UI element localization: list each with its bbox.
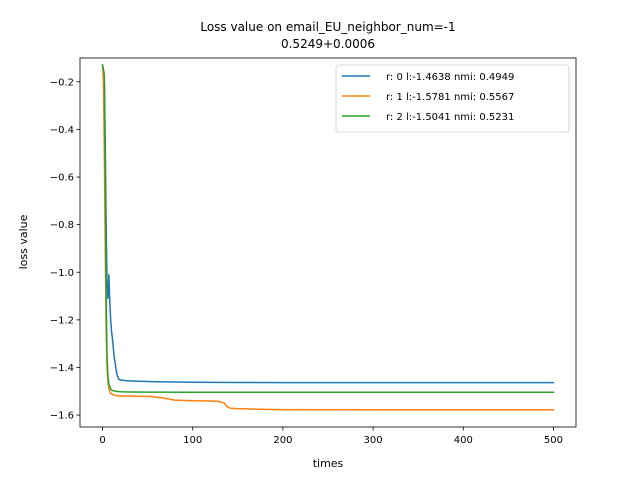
legend-box <box>335 64 570 133</box>
plot-frame <box>79 57 577 428</box>
axis-ticks: 0 100 200 300 400 500 −0.2 −0.4 −0.6 −0.8 −1.0 −1.2… <box>50 77 563 446</box>
x-tick-label: 200 <box>273 435 292 446</box>
x-tick-label: 500 <box>544 435 563 446</box>
series-line-0 <box>101 64 555 384</box>
legend-label-1: r: 1 l:-1.5781 nmi: 0.5567 <box>386 92 514 103</box>
plot-area <box>101 64 555 411</box>
x-axis-label: times <box>313 457 344 470</box>
y-axis-label: loss value <box>17 214 30 269</box>
y-tick-label: −1.0 <box>50 268 74 279</box>
legend: r: 0 l:-1.4638 nmi: 0.4949 r: 1 l:-1.5781… <box>335 64 570 133</box>
y-tick-label: −0.2 <box>50 77 74 88</box>
y-tick-label: −0.4 <box>50 125 74 136</box>
x-tick-label: 300 <box>364 435 383 446</box>
x-tick-label: 400 <box>454 435 473 446</box>
y-tick-label: −0.6 <box>50 173 74 184</box>
chart-title: Loss value on email_EU_neighbor_num=-1 <box>200 20 455 34</box>
x-tick-label: 100 <box>183 435 202 446</box>
y-tick-label: −1.4 <box>50 363 74 374</box>
series-line-2 <box>101 64 555 394</box>
y-tick-label: −0.8 <box>50 220 74 231</box>
chart-subtitle: 0.5249+0.0006 <box>281 37 375 51</box>
y-tick-label: −1.6 <box>50 411 74 422</box>
legend-label-2: r: 2 l:-1.5041 nmi: 0.5231 <box>386 112 514 123</box>
legend-label-0: r: 0 l:-1.4638 nmi: 0.4949 <box>386 72 514 83</box>
x-tick-label: 0 <box>99 435 105 446</box>
y-tick-label: −1.2 <box>50 315 74 326</box>
